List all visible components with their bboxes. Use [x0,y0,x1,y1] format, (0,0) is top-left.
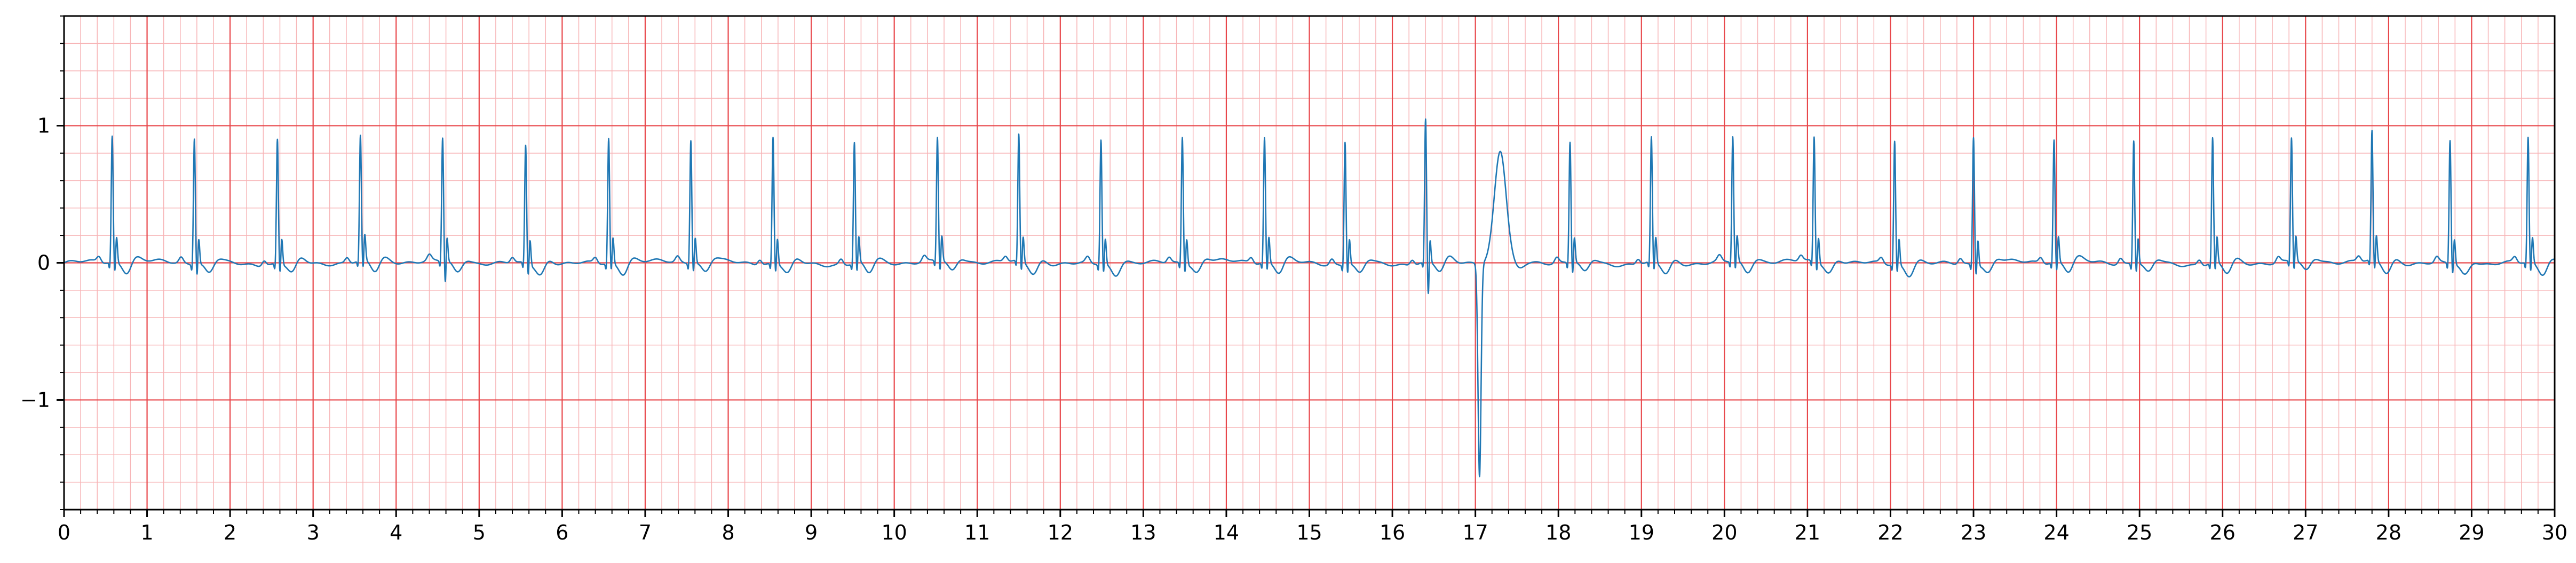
y-tick-label: 0 [37,251,50,275]
x-tick-label: 13 [1130,521,1156,544]
x-tick-label: 24 [2043,521,2069,544]
x-tick-label: 0 [58,521,70,544]
x-tick-label: 30 [2542,521,2567,544]
x-tick-label: 27 [2293,521,2318,544]
x-tick-label: 12 [1048,521,1073,544]
x-tick-label: 20 [1711,521,1737,544]
x-tick-label: 16 [1380,521,1405,544]
x-tick-label: 15 [1296,521,1322,544]
x-tick-label: 25 [2127,521,2152,544]
x-tick-label: 7 [639,521,652,544]
x-tick-label: 19 [1629,521,1654,544]
y-tick-label: 1 [37,114,50,138]
x-tick-label: 9 [805,521,818,544]
x-tick-label: 8 [722,521,734,544]
x-tick-label: 6 [556,521,568,544]
x-tick-label: 21 [1795,521,1820,544]
x-tick-label: 26 [2210,521,2236,544]
x-tick-label: 14 [1214,521,1239,544]
x-tick-label: 11 [964,521,990,544]
x-tick-label: 3 [307,521,320,544]
x-tick-label: 1 [140,521,153,544]
ecg-trace-layer [64,118,2555,478]
x-tick-label: 2 [224,521,236,544]
y-tick-label: −1 [20,388,50,411]
x-tick-label: 23 [1961,521,1986,544]
x-tick-label: 29 [2459,521,2484,544]
x-tick-label: 10 [881,521,907,544]
x-tick-label: 17 [1462,521,1488,544]
x-tick-label: 28 [2376,521,2401,544]
y-axis: −1 0 1 [20,15,64,510]
x-tick-label: 18 [1545,521,1571,544]
x-axis: 0 1 2 3 4 5 6 7 8 9 10 11 12 13 14 15 16 17 18 19 20 21 22 23 24… [58,510,2567,544]
x-tick-label: 5 [473,521,486,544]
x-tick-label: 4 [390,521,402,544]
ecg-trace-line [64,118,2555,478]
x-tick-label: 22 [1877,521,1903,544]
